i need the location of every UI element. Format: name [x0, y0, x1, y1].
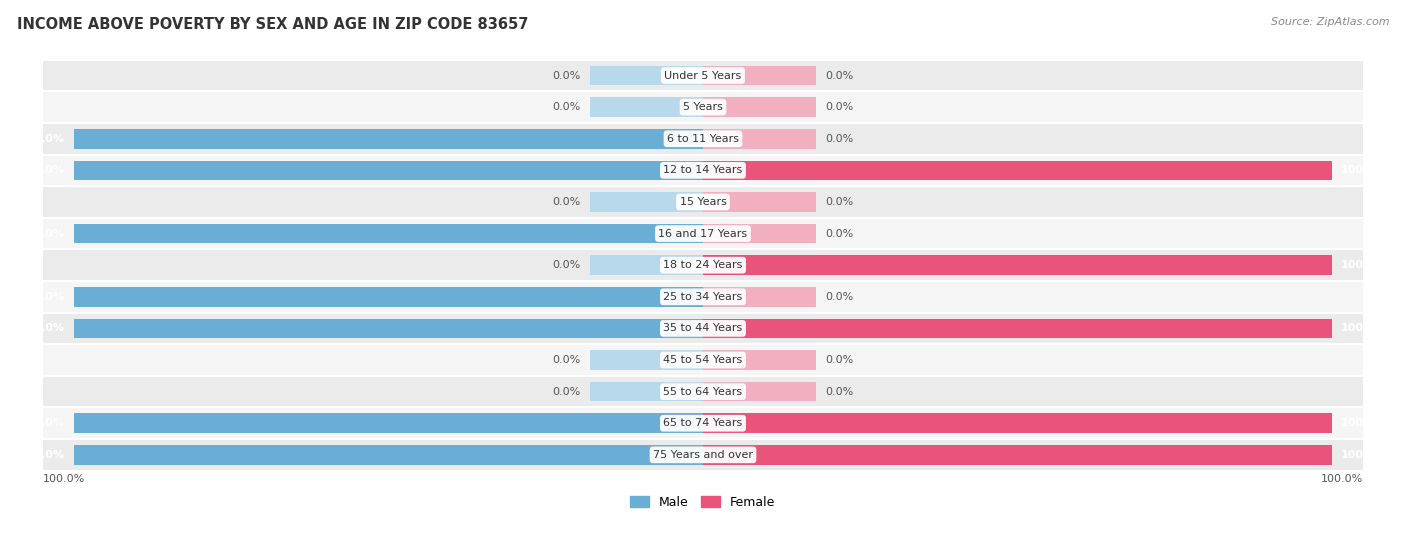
Text: 15 Years: 15 Years — [679, 197, 727, 207]
Text: Under 5 Years: Under 5 Years — [665, 70, 741, 80]
Bar — [11, 154, 1395, 186]
Text: 12 to 14 Years: 12 to 14 Years — [664, 165, 742, 176]
Text: 100.0%: 100.0% — [1341, 450, 1388, 460]
Text: 100.0%: 100.0% — [18, 134, 65, 144]
Bar — [703, 129, 815, 149]
Bar — [11, 123, 1395, 154]
Text: 0.0%: 0.0% — [825, 134, 853, 144]
Text: 100.0%: 100.0% — [1341, 260, 1388, 270]
Bar — [11, 376, 1395, 408]
Text: 100.0%: 100.0% — [1320, 474, 1364, 484]
Bar — [75, 414, 703, 433]
Bar — [75, 287, 703, 306]
Text: 18 to 24 Years: 18 to 24 Years — [664, 260, 742, 270]
Text: 0.0%: 0.0% — [825, 70, 853, 80]
Bar — [703, 192, 815, 212]
Legend: Male, Female: Male, Female — [626, 491, 780, 514]
Bar — [591, 382, 703, 401]
Text: 6 to 11 Years: 6 to 11 Years — [666, 134, 740, 144]
Bar — [703, 382, 815, 401]
Text: 0.0%: 0.0% — [825, 229, 853, 239]
Bar — [75, 129, 703, 149]
Bar — [703, 350, 815, 370]
Text: 0.0%: 0.0% — [825, 355, 853, 365]
Text: INCOME ABOVE POVERTY BY SEX AND AGE IN ZIP CODE 83657: INCOME ABOVE POVERTY BY SEX AND AGE IN Z… — [17, 17, 529, 32]
Bar — [11, 60, 1395, 91]
Bar — [11, 312, 1395, 344]
Text: 100.0%: 100.0% — [18, 450, 65, 460]
Text: 100.0%: 100.0% — [1341, 418, 1388, 428]
Bar — [703, 97, 815, 117]
Text: 100.0%: 100.0% — [18, 229, 65, 239]
Text: 100.0%: 100.0% — [1341, 324, 1388, 333]
Bar — [703, 287, 815, 306]
Bar — [703, 66, 815, 86]
Text: 75 Years and over: 75 Years and over — [652, 450, 754, 460]
Bar — [591, 97, 703, 117]
Text: 100.0%: 100.0% — [18, 292, 65, 302]
Text: 0.0%: 0.0% — [825, 197, 853, 207]
Bar — [11, 218, 1395, 249]
Bar — [703, 414, 1331, 433]
Bar — [11, 408, 1395, 439]
Bar — [11, 249, 1395, 281]
Text: 25 to 34 Years: 25 to 34 Years — [664, 292, 742, 302]
Text: 0.0%: 0.0% — [825, 292, 853, 302]
Bar — [11, 439, 1395, 471]
Bar — [591, 255, 703, 275]
Text: 100.0%: 100.0% — [42, 474, 86, 484]
Text: 35 to 44 Years: 35 to 44 Years — [664, 324, 742, 333]
Bar — [703, 319, 1331, 338]
Bar — [75, 160, 703, 180]
Bar — [75, 319, 703, 338]
Text: 0.0%: 0.0% — [553, 70, 581, 80]
Text: 55 to 64 Years: 55 to 64 Years — [664, 387, 742, 397]
Text: 0.0%: 0.0% — [825, 102, 853, 112]
Bar — [11, 91, 1395, 123]
Bar — [703, 445, 1331, 465]
Text: 0.0%: 0.0% — [553, 355, 581, 365]
Bar — [11, 281, 1395, 312]
Bar — [75, 445, 703, 465]
Bar — [591, 192, 703, 212]
Text: 45 to 54 Years: 45 to 54 Years — [664, 355, 742, 365]
Bar — [591, 66, 703, 86]
Text: 100.0%: 100.0% — [18, 165, 65, 176]
Text: Source: ZipAtlas.com: Source: ZipAtlas.com — [1271, 17, 1389, 27]
Text: 16 and 17 Years: 16 and 17 Years — [658, 229, 748, 239]
Text: 100.0%: 100.0% — [18, 324, 65, 333]
Text: 5 Years: 5 Years — [683, 102, 723, 112]
Bar — [703, 224, 815, 243]
Text: 100.0%: 100.0% — [18, 418, 65, 428]
Bar — [703, 255, 1331, 275]
Text: 100.0%: 100.0% — [1341, 165, 1388, 176]
Bar — [11, 186, 1395, 218]
Text: 0.0%: 0.0% — [553, 102, 581, 112]
Text: 0.0%: 0.0% — [825, 387, 853, 397]
Text: 0.0%: 0.0% — [553, 260, 581, 270]
Bar — [11, 344, 1395, 376]
Text: 0.0%: 0.0% — [553, 197, 581, 207]
Bar — [75, 224, 703, 243]
Text: 65 to 74 Years: 65 to 74 Years — [664, 418, 742, 428]
Bar — [591, 350, 703, 370]
Bar — [703, 160, 1331, 180]
Text: 0.0%: 0.0% — [553, 387, 581, 397]
